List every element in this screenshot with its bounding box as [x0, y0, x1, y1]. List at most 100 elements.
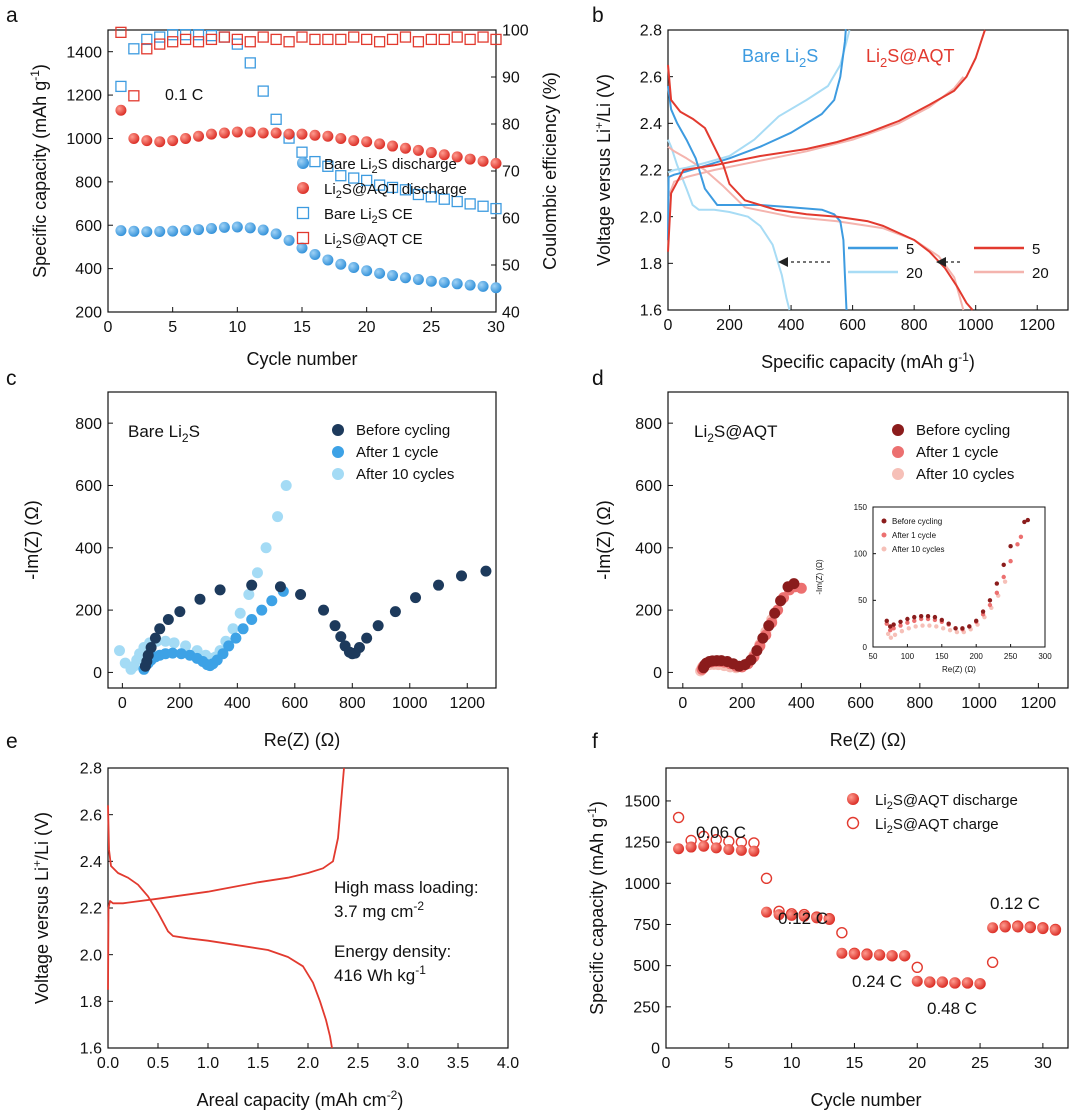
c-before-cycling-point-13: [318, 604, 330, 616]
b-li-s-aqt-5-charge-line: [667, 29, 986, 252]
panel-c-frame: [107, 391, 497, 689]
inset-ylabel: -Im(Z) (Ω): [815, 559, 824, 595]
di-before-cycling-point-8: [932, 614, 938, 620]
b-xtick-6: 1200: [1019, 317, 1055, 334]
panel-d-xlabel: Re(Z) (Ω): [830, 730, 906, 750]
e-ytick-1: 1.8: [80, 994, 102, 1011]
e-discharge-line: [107, 805, 333, 1049]
a-li-s-aqt-discharge-point-20: [374, 138, 386, 150]
di-before-cycling-point-11: [953, 626, 958, 631]
e-charge-line: [107, 767, 345, 990]
f-li-s-aqt-discharge-point-12: [823, 914, 835, 926]
di-before-cycling-point-20: [1022, 519, 1027, 525]
f-li-s-aqt-discharge-point-24: [974, 978, 986, 990]
a-li-s-aqt-discharge-point-25: [438, 149, 450, 161]
panel-a-capacity-cycling: 0 5 10 15 20 25 30 200 400 600 800 1000 1200 1400 40 50…: [28, 23, 560, 369]
panel-c-axes: 0 200 400 600 800 1000 1200 0 200 400 600 800: [75, 416, 485, 712]
rate-label-2: 0.24 C: [852, 972, 902, 991]
a-li-s-aqt-ce-point-12: [270, 33, 282, 46]
legend-d-after10: After 10 cycles: [916, 466, 1014, 483]
b-ytick-6: 2.8: [640, 23, 662, 40]
a-li-s-aqt-ce-point-4: [167, 36, 179, 48]
a-li-s-aqt-discharge-point-28: [477, 155, 489, 167]
legend-marker-c-after1: [332, 446, 344, 458]
c-before-cycling-point-12: [295, 589, 307, 601]
a-bare-li-s-ce-point-1: [128, 43, 140, 55]
e-ytick-2: 2.0: [80, 947, 102, 964]
a-li-s-aqt-discharge-point-24: [425, 147, 437, 159]
di-ytick-1: 50: [858, 596, 867, 605]
e-ytick-3: 2.2: [80, 901, 102, 918]
f-li-s-aqt-discharge-point-25: [987, 922, 999, 934]
di-before-cycling-point-0: [884, 618, 889, 624]
panel-e-xlabel: Areal capacity (mAh cm-2): [197, 1088, 404, 1110]
f-li-s-aqt-discharge-point-13: [836, 947, 848, 959]
a-bare-li-s-discharge-point-13: [283, 234, 295, 246]
e-xtick-6: 3.0: [397, 1055, 419, 1072]
a-li-s-aqt-discharge-point-27: [464, 153, 476, 165]
a-bare-li-s-discharge-point-3: [154, 226, 166, 238]
a-bare-li-s-ce-point-29: [490, 202, 502, 215]
d-xtick-3: 600: [847, 695, 874, 712]
legend-f-discharge: Li2S@AQT discharge: [875, 792, 1018, 812]
a-bare-li-s-ce-point-3: [154, 31, 166, 43]
legend-bare-discharge: Bare Li2S discharge: [324, 156, 457, 176]
inset-legend-marker-before: [881, 518, 887, 524]
a-bare-li-s-discharge-point-28: [477, 280, 489, 292]
di-ytick-0: 0: [863, 643, 868, 652]
a-li-s-aqt-ce-point-13: [283, 36, 295, 48]
f-li-s-aqt-discharge-point-0: [673, 843, 685, 855]
a-bare-li-s-ce-point-14: [296, 146, 308, 158]
a-li-s-aqt-discharge-point-15: [309, 129, 321, 141]
c-xtick-6: 1200: [449, 695, 485, 712]
panel-letter-f: f: [592, 730, 598, 753]
b-ytick-3: 2.2: [640, 163, 662, 180]
inset-xlabel: Re(Z) (Ω): [942, 665, 976, 674]
f-li-s-aqt-discharge-point-19: [911, 975, 923, 987]
c-xtick-2: 400: [224, 695, 251, 712]
a-li-s-aqt-ce-point-3: [154, 38, 166, 50]
b-xtick-3: 600: [839, 317, 866, 334]
panel-f-xlabel: Cycle number: [810, 1090, 921, 1110]
panel-e-text-energy-value: 416 Wh kg-1: [334, 963, 426, 985]
panel-a-legend: Bare Li2S discharge Li2S@AQT discharge B…: [296, 156, 467, 251]
c-after-10-cycles-point-20: [243, 589, 255, 601]
f-li-s-aqt-discharge-point-22: [949, 977, 961, 989]
legend-bare-20: 20: [906, 265, 923, 282]
a-li-s-aqt-ce-point-26: [451, 31, 463, 43]
inset-legend-after1: After 1 cycle: [892, 531, 937, 540]
f-li-s-aqt-discharge-point-11: [811, 912, 823, 924]
panel-d-ylabel: -Im(Z) (Ω): [594, 500, 614, 579]
a-bare-li-s-discharge-point-21: [387, 270, 399, 282]
b-ytick-2: 2.0: [640, 209, 662, 226]
c-before-cycling-point-9: [214, 584, 226, 596]
f-li-s-aqt-discharge-point-27: [1012, 921, 1024, 933]
c-after-1-cycle-point-21: [256, 604, 268, 616]
a-xtick-4: 20: [358, 319, 376, 336]
panel-d-title: Li2S@AQT: [694, 422, 777, 445]
a-li-s-aqt-ce-point-15: [309, 33, 321, 46]
a-li-s-aqt-discharge-point-19: [361, 136, 373, 148]
inset-marks: [884, 517, 1031, 640]
a-li-s-aqt-discharge-point-0: [115, 104, 127, 116]
legend-marker-d-before: [892, 424, 904, 436]
f-li-s-aqt-discharge-point-23: [962, 977, 973, 989]
a-xtick-3: 15: [293, 319, 311, 336]
c-after-10-cycles-point-0: [113, 645, 125, 657]
legend-marker-c-after10: [332, 468, 344, 480]
legend-d-before: Before cycling: [916, 422, 1010, 439]
e-xtick-3: 1.5: [247, 1055, 269, 1072]
di-before-cycling-point-5: [912, 614, 917, 620]
di-after-10-cycles-point-3: [899, 628, 905, 634]
e-xtick-8: 4.0: [497, 1055, 519, 1072]
a-bare-li-s-discharge-point-14: [296, 242, 308, 254]
c-ytick-3: 600: [75, 478, 102, 495]
d-before-cycling-point-15: [769, 607, 781, 619]
f-li-s-aqt-discharge-point-21: [936, 976, 948, 988]
di-after-10-cycles-point-1: [888, 635, 894, 640]
e-xtick-1: 0.5: [147, 1055, 169, 1072]
di-after-10-cycles-point-9: [940, 626, 946, 631]
a-bare-li-s-ce-point-12: [270, 113, 282, 125]
legend-marker-d-after1: [892, 446, 904, 458]
